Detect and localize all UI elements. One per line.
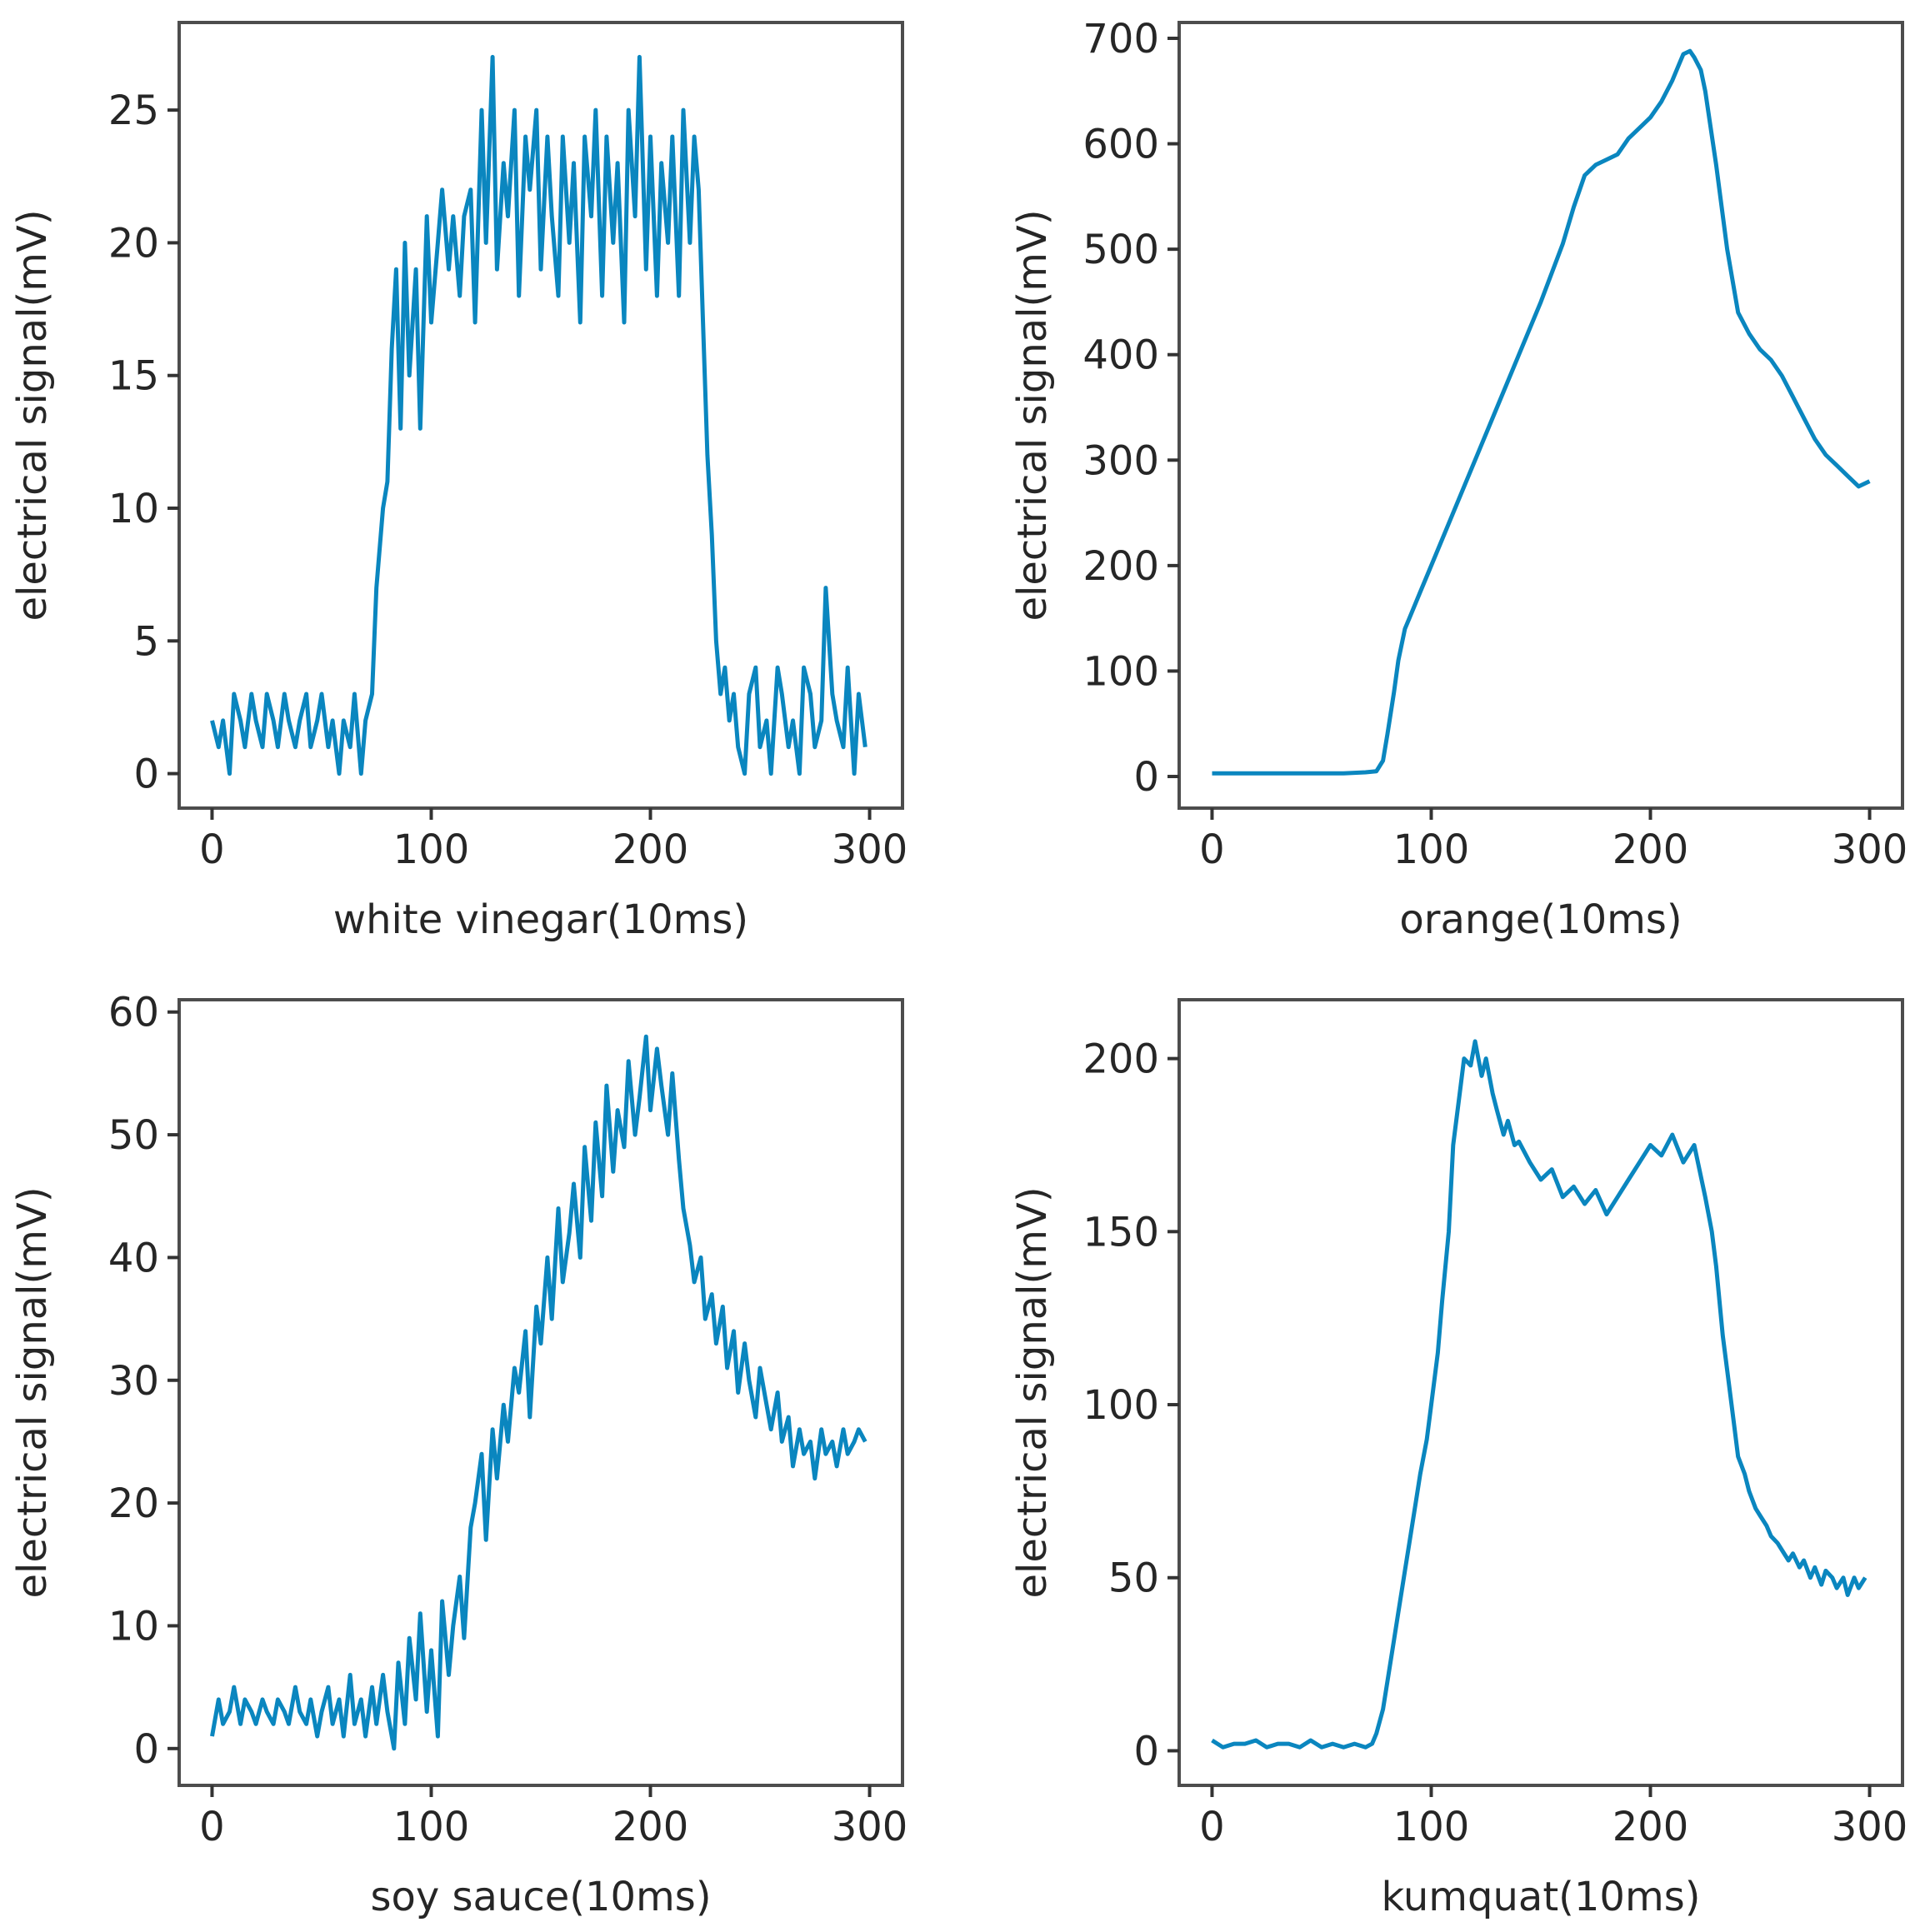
x-tick-label: 0 xyxy=(199,1804,225,1850)
x-tick-label: 100 xyxy=(1393,826,1470,873)
y-axis-label: electrical signal(mV) xyxy=(1009,1186,1056,1598)
x-tick-label: 200 xyxy=(612,826,689,873)
y-tick-label: 100 xyxy=(1082,648,1159,695)
y-tick-label: 500 xyxy=(1082,227,1159,273)
chart-panel-top-right: 0 100 200 300 0 100 200 300 400 500 600 700 orange(1… xyxy=(1009,16,1908,943)
x-tick-label: 0 xyxy=(199,826,225,873)
y-axis-label: electrical signal(mV) xyxy=(1009,209,1056,621)
y-tick-label: 50 xyxy=(1108,1555,1159,1602)
x-tick-label: 200 xyxy=(612,1804,689,1850)
chart-panel-top-left: 0 100 200 300 0 5 10 15 20 25 white vinegar(10ms) e… xyxy=(9,21,908,943)
y-tick-label: 5 xyxy=(133,618,159,665)
x-axis-label: white vinegar(10ms) xyxy=(333,896,748,943)
y-tick-label: 0 xyxy=(1133,1728,1159,1775)
x-tick-label: 200 xyxy=(1612,826,1689,873)
x-tick-label: 100 xyxy=(1393,1804,1470,1850)
y-tick-label: 0 xyxy=(133,1726,159,1773)
plot-frame xyxy=(1178,998,1904,1787)
y-tick-label: 20 xyxy=(108,220,159,267)
y-tick-label: 10 xyxy=(108,486,159,532)
y-tick-label: 150 xyxy=(1082,1209,1159,1256)
y-tick-label: 400 xyxy=(1082,332,1159,379)
y-tick-label: 0 xyxy=(133,751,159,798)
plot-frame xyxy=(178,998,904,1787)
y-axis-label: electrical signal(mV) xyxy=(9,1186,56,1598)
plot-frame xyxy=(1178,21,1904,810)
y-tick-label: 0 xyxy=(1133,754,1159,801)
y-tick-label: 10 xyxy=(108,1603,159,1650)
x-tick-label: 0 xyxy=(1199,1804,1225,1850)
y-tick-label: 20 xyxy=(108,1480,159,1527)
y-tick-label: 60 xyxy=(108,990,159,1036)
y-tick-label: 30 xyxy=(108,1358,159,1405)
series-line-orange xyxy=(1212,48,1871,776)
y-tick-label: 300 xyxy=(1082,437,1159,484)
x-tick-label: 0 xyxy=(1199,826,1225,873)
y-tick-label: 200 xyxy=(1082,1036,1159,1083)
x-tick-label: 300 xyxy=(832,826,908,873)
x-tick-label: 200 xyxy=(1612,1804,1689,1850)
x-tick-label: 100 xyxy=(393,1804,470,1850)
x-tick-label: 100 xyxy=(393,826,470,873)
x-axis-label: kumquat(10ms) xyxy=(1382,1874,1701,1920)
y-tick-label: 700 xyxy=(1082,16,1159,62)
plot-frame xyxy=(178,21,904,810)
y-tick-label: 40 xyxy=(108,1235,159,1281)
series-line-kumquat xyxy=(1211,1039,1868,1750)
x-axis-label: soy sauce(10ms) xyxy=(370,1874,711,1920)
chart-panel-bottom-left: 0 100 200 300 0 10 20 30 40 50 60 soy sauce(10ms) el… xyxy=(9,990,908,1920)
x-axis-label: orange(10ms) xyxy=(1399,896,1682,943)
y-axis-label: electrical signal(mV) xyxy=(9,209,56,621)
y-tick-label: 600 xyxy=(1082,122,1159,168)
y-tick-label: 100 xyxy=(1082,1382,1159,1429)
x-tick-label: 300 xyxy=(832,1804,908,1850)
y-tick-label: 200 xyxy=(1082,543,1159,590)
series-line-soy-sauce xyxy=(210,1034,868,1751)
x-tick-label: 300 xyxy=(1832,826,1908,873)
x-tick-label: 300 xyxy=(1832,1804,1908,1850)
y-tick-label: 15 xyxy=(108,353,159,400)
y-tick-label: 25 xyxy=(108,87,159,134)
chart-panel-bottom-right: 0 100 200 300 0 50 100 150 200 kumquat(10ms) elect… xyxy=(1009,998,1908,1920)
series-line-white-vinegar xyxy=(210,54,868,776)
y-tick-label: 50 xyxy=(108,1112,159,1159)
